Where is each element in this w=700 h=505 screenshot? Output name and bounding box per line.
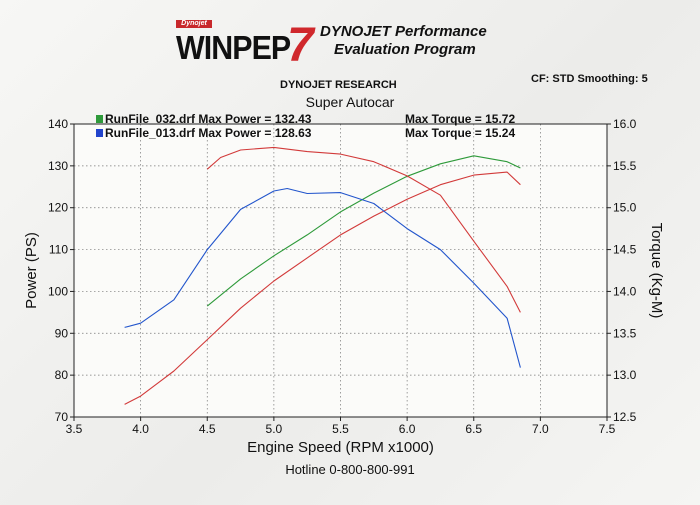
y-tick-label: 130 <box>48 159 68 173</box>
y-tick-label: 110 <box>49 243 68 257</box>
x-tick-label: 4.0 <box>132 422 149 436</box>
legend-row-run-013: RunFile_013.drf Max Power = 128.63 Max To… <box>96 126 515 140</box>
logo-word: WINPEP <box>176 29 291 66</box>
y-tick-label: 80 <box>55 368 69 382</box>
y2-tick-label: 15.5 <box>613 159 637 173</box>
y-tick-label: 90 <box>55 326 69 340</box>
x-tick-label: 5.0 <box>266 422 283 436</box>
legend-row-run-032: RunFile_032.drf Max Power = 132.43 Max To… <box>96 112 515 126</box>
y-tick-label: 100 <box>48 284 68 298</box>
legend: RunFile_032.drf Max Power = 132.43 Max To… <box>96 112 515 140</box>
x-tick-label: 5.5 <box>332 422 349 436</box>
y2-tick-label: 13.0 <box>613 368 637 382</box>
x-tick-label: 7.5 <box>599 422 616 436</box>
legend-run-013-power: RunFile_013.drf Max Power = 128.63 <box>105 126 312 140</box>
legend-swatch <box>96 115 103 123</box>
correction-settings: CF: STD Smoothing: 5 <box>531 73 648 85</box>
y2-tick-label: 12.5 <box>613 410 637 424</box>
x-tick-label: 6.5 <box>465 422 482 436</box>
legend-run-032-power: RunFile_032.drf Max Power = 132.43 <box>105 112 312 126</box>
legend-run-013-torque: Max Torque = 15.24 <box>405 126 516 140</box>
y2-axis-title: Torque (Kg-M) <box>648 223 665 319</box>
series-line-torque-runfile_032 <box>124 187 521 368</box>
chart-title: Super Autocar <box>305 94 395 110</box>
x-tick-label: 4.5 <box>199 422 216 436</box>
y-tick-label: 140 <box>48 117 68 131</box>
legend-run-032-torque: Max Torque = 15.72 <box>405 112 516 126</box>
winpep-logo: Dynojet WINPEP 7 <box>176 19 316 72</box>
y2-tick-label: 14.5 <box>613 243 637 257</box>
y2-tick-label: 14.0 <box>613 284 637 298</box>
series-line-torque-runfile_013 <box>206 146 521 313</box>
y-axis-title: Power (PS) <box>23 232 40 309</box>
logo-version-number: 7 <box>287 19 314 72</box>
series-line-power-runfile_032 <box>206 155 521 307</box>
x-tick-label: 3.5 <box>66 422 83 436</box>
x-axis-title: Engine Speed (RPM x1000) <box>247 439 434 456</box>
x-tick-label: 7.0 <box>532 422 549 436</box>
program-title-line1: DYNOJET Performance <box>320 23 487 40</box>
y2-tick-label: 16.0 <box>613 117 637 131</box>
dynojet-logo-tag: Dynojet <box>176 20 212 28</box>
y-tick-label: 70 <box>55 410 69 424</box>
series-line-power-runfile_013 <box>124 171 521 405</box>
legend-swatch <box>96 129 103 137</box>
y2-tick-label: 13.5 <box>613 326 637 340</box>
research-label: DYNOJET RESEARCH <box>280 79 397 91</box>
program-title-line2: Evaluation Program <box>334 41 476 58</box>
y-tick-label: 120 <box>48 201 68 215</box>
x-tick-label: 6.0 <box>399 422 416 436</box>
hotline-footer: Hotline 0-800-800-991 <box>285 462 415 477</box>
y2-tick-label: 15.0 <box>613 201 637 215</box>
